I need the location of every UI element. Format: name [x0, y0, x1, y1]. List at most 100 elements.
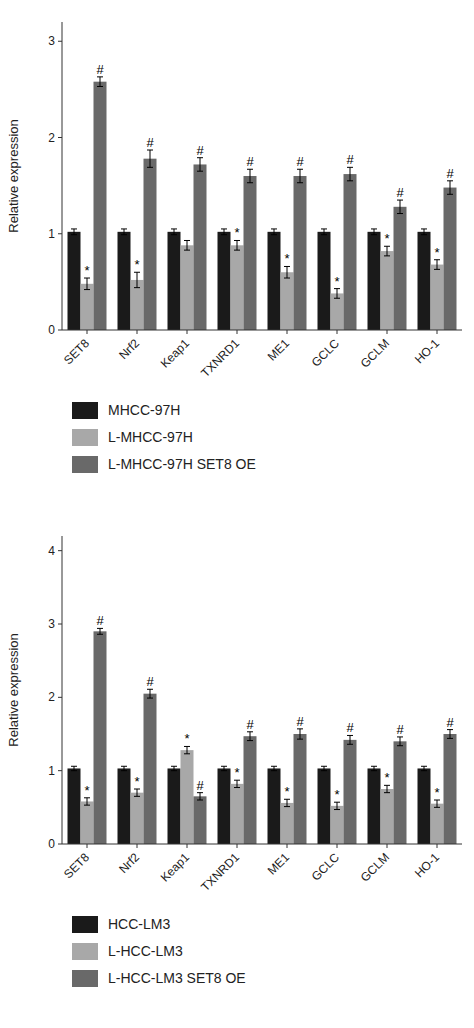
- y-tick-label: 1: [48, 227, 55, 241]
- bar: [431, 265, 444, 330]
- chart-panel: 01234Relative expression********########…: [6, 536, 462, 987]
- bar: [268, 768, 281, 844]
- bar: [368, 768, 381, 844]
- significance-label: #: [396, 722, 404, 737]
- bar: [431, 804, 444, 844]
- x-tick: [237, 330, 238, 334]
- error-bar: [97, 77, 103, 87]
- bar: [81, 284, 94, 330]
- error-bar: [334, 802, 340, 809]
- x-tick: [237, 844, 238, 848]
- bar: [244, 176, 257, 330]
- bar: [318, 768, 331, 844]
- legend-swatch: [72, 970, 98, 987]
- significance-label: #: [296, 714, 304, 729]
- x-tick-label: HO-1: [412, 336, 442, 366]
- significance-label: #: [196, 143, 204, 158]
- error-bar: [384, 246, 390, 256]
- x-tick: [287, 844, 288, 848]
- error-bar: [321, 766, 327, 770]
- y-tick-label: 2: [48, 690, 55, 704]
- bar: [131, 793, 144, 844]
- x-tick-label: SET8: [61, 850, 92, 881]
- bars: [68, 631, 457, 844]
- x-tick-label: Nrf2: [116, 336, 142, 362]
- bar: [81, 801, 94, 844]
- y-tick-label: 4: [48, 544, 55, 558]
- x-tick: [287, 330, 288, 334]
- bar: [68, 768, 81, 844]
- significance-label: #: [246, 154, 254, 169]
- x-axis-line: [62, 330, 462, 331]
- x-tick: [137, 844, 138, 848]
- x-tick: [87, 844, 88, 848]
- x-tick-label: HO-1: [412, 850, 442, 880]
- bar: [194, 796, 207, 844]
- bar: [344, 740, 357, 844]
- error-bar: [447, 181, 453, 194]
- y-tick: [58, 697, 62, 698]
- error-bar: [334, 289, 340, 299]
- x-tick: [187, 330, 188, 334]
- significance-label: *: [384, 231, 389, 246]
- significance-label: #: [446, 715, 454, 730]
- error-bar: [371, 766, 377, 770]
- x-tick: [187, 844, 188, 848]
- x-tick-label: SET8: [61, 336, 92, 367]
- x-tick-label: ME1: [265, 336, 293, 364]
- error-bar: [121, 229, 127, 235]
- error-bar: [171, 229, 177, 235]
- significance-label: #: [346, 720, 354, 735]
- error-bar: [197, 793, 203, 800]
- significance-label: *: [134, 257, 139, 272]
- significance-label: #: [196, 778, 204, 793]
- bar: [144, 694, 157, 844]
- significance-label: #: [346, 152, 354, 167]
- error-bar: [284, 799, 290, 806]
- y-tick: [58, 624, 62, 625]
- bar: [444, 188, 457, 330]
- y-tick: [58, 844, 62, 845]
- bar: [294, 176, 307, 330]
- legend-swatch: [72, 429, 98, 446]
- error-bar: [221, 229, 227, 235]
- y-axis-line: [62, 536, 63, 844]
- bar: [318, 232, 331, 330]
- error-bar: [271, 766, 277, 770]
- bar: [418, 232, 431, 330]
- bar: [94, 631, 107, 844]
- legend: MHCC-97HL-MHCC-97HL-MHCC-97H SET8 OE: [72, 402, 256, 473]
- error-bar: [184, 746, 190, 753]
- significance-label: #: [146, 674, 154, 689]
- error-bar: [197, 158, 203, 171]
- x-tick: [137, 330, 138, 334]
- error-bar: [371, 229, 377, 235]
- x-tick: [437, 844, 438, 848]
- error-bar: [397, 737, 403, 746]
- x-tick: [387, 844, 388, 848]
- error-bar: [221, 766, 227, 770]
- legend-label: L-MHCC-97H SET8 OE: [108, 456, 256, 472]
- error-bar: [71, 766, 77, 770]
- y-tick-label: 2: [48, 131, 55, 145]
- significance-label: *: [234, 225, 239, 240]
- bar: [281, 803, 294, 844]
- error-bar: [71, 229, 77, 235]
- error-bar: [434, 800, 440, 807]
- bar: [294, 734, 307, 844]
- error-bar: [84, 278, 90, 290]
- bar: [168, 232, 181, 330]
- bar: [381, 251, 394, 330]
- error-bar: [84, 798, 90, 805]
- error-bar: [384, 785, 390, 792]
- error-bar: [284, 266, 290, 278]
- significance-label: *: [434, 785, 439, 800]
- bar: [344, 174, 357, 330]
- y-tick: [58, 41, 62, 42]
- bar: [168, 768, 181, 844]
- x-tick-label: Nrf2: [116, 850, 142, 876]
- chart-panel: 0123Relative expression*******########SE…: [6, 22, 462, 473]
- error-bar: [297, 729, 303, 739]
- legend-swatch: [72, 916, 98, 933]
- legend-label: HCC-LM3: [108, 916, 170, 932]
